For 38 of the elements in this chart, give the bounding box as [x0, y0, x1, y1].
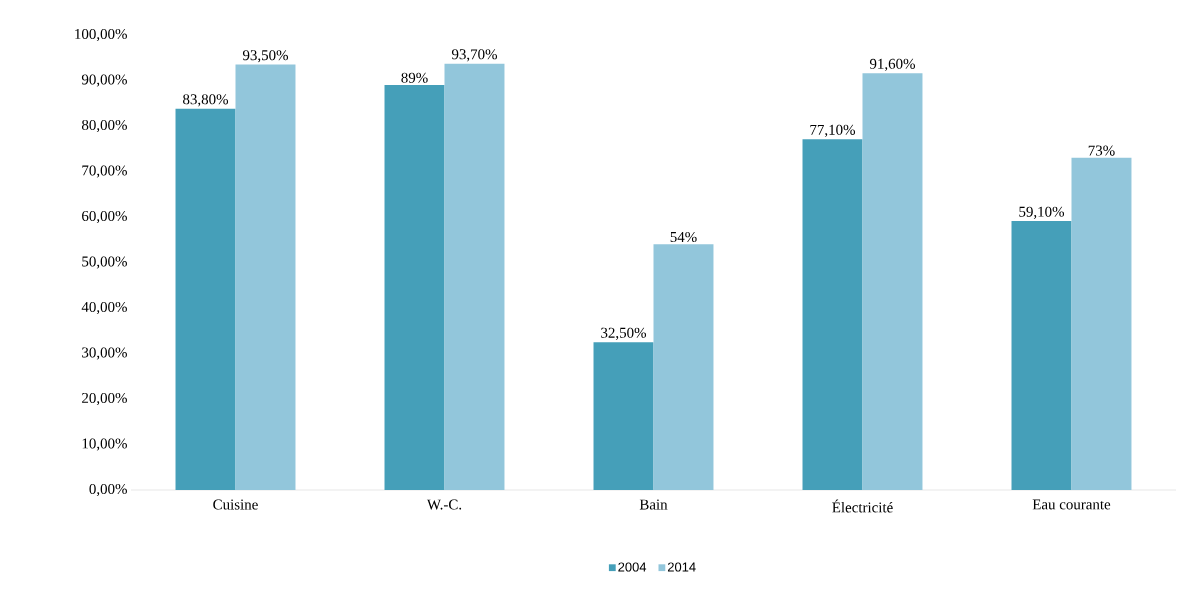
x-tick-label: W.-C.: [426, 499, 462, 510]
y-tick-label: 70,00%: [82, 165, 127, 178]
data-label: 54%: [670, 231, 697, 243]
bar: [1011, 221, 1072, 490]
data-label: 83,80%: [183, 94, 229, 107]
bar: [1071, 157, 1132, 490]
bar: [862, 73, 923, 490]
y-tick-label: 20,00%: [82, 392, 127, 406]
y-tick-label: 90,00%: [81, 74, 127, 87]
y-tick-label: 40,00%: [81, 301, 127, 315]
bar: [653, 244, 714, 490]
data-label: 89%: [401, 72, 428, 83]
bar: [384, 85, 445, 490]
y-tick-label: 50,00%: [82, 256, 127, 269]
bar: [175, 108, 236, 490]
data-label: 91,60%: [869, 58, 915, 72]
x-tick-label: Électricité: [832, 499, 893, 513]
y-tick-label: 60,00%: [82, 210, 127, 224]
data-label: 73%: [1088, 145, 1115, 156]
data-label: 93,50%: [242, 50, 289, 63]
data-label: 77,10%: [810, 124, 856, 137]
legend-label: 2004: [618, 562, 647, 572]
y-tick-label: 80,00%: [81, 119, 127, 133]
bar: [444, 63, 505, 490]
bar: [593, 342, 654, 490]
data-label: 93,70%: [451, 49, 498, 62]
y-tick-label: 100,00%: [75, 28, 127, 42]
x-tick-label: Bain: [639, 499, 668, 510]
x-tick-label: Eau courante: [1032, 499, 1111, 510]
legend-label: 2014: [667, 562, 696, 572]
bar: [235, 64, 296, 490]
bar: [802, 139, 863, 490]
data-label: 59,10%: [1019, 206, 1065, 219]
data-label: 32,50%: [601, 327, 647, 340]
x-tick-label: Cuisine: [213, 499, 258, 510]
y-tick-label: 30,00%: [82, 347, 127, 360]
y-tick-label: 10,00%: [82, 438, 127, 451]
y-tick-label: 0,00%: [89, 483, 127, 497]
